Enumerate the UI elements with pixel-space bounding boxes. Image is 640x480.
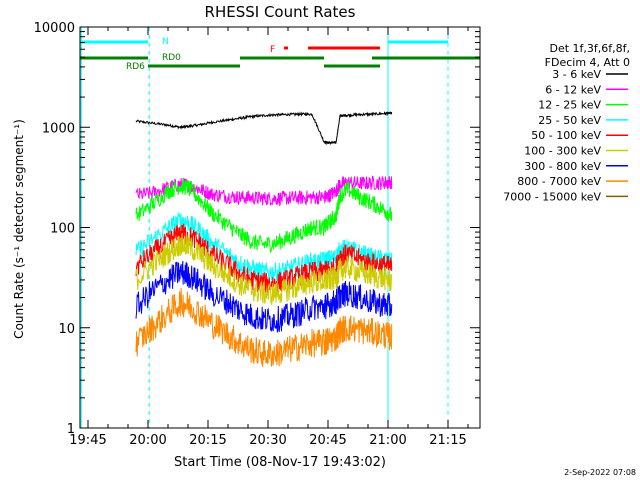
series-polyline bbox=[135, 260, 393, 333]
y-tick-label: 10000 bbox=[34, 21, 75, 36]
series-polyline bbox=[135, 175, 393, 207]
x-axis-label: Start Time (08-Nov-17 19:43:02) bbox=[174, 455, 386, 470]
plot-area: N RD0 RD6 F bbox=[80, 27, 480, 428]
y-tick-label: 100 bbox=[50, 222, 75, 237]
series-polyline bbox=[135, 178, 393, 253]
legend-header-line: FDecim 4, Att 0 bbox=[545, 56, 630, 69]
legend-label: 100 - 300 keV bbox=[524, 145, 601, 158]
series-line bbox=[135, 288, 393, 368]
axes: 19:45 20:00 20:15 20:30 20:45 21:00 21:15 1 10 10… bbox=[34, 21, 481, 448]
x-tick-label: 20:15 bbox=[189, 433, 226, 448]
series-line bbox=[135, 111, 393, 146]
y-tick-label: 10 bbox=[58, 322, 75, 337]
series-line bbox=[135, 175, 393, 207]
series-line bbox=[135, 232, 393, 305]
y-tick-label: 1 bbox=[67, 422, 75, 437]
annotation-label: RD6 bbox=[126, 62, 145, 72]
x-tick-label: 20:00 bbox=[129, 433, 166, 448]
annotation-label: F bbox=[270, 45, 275, 55]
series-line bbox=[135, 260, 393, 333]
series-polyline bbox=[135, 232, 393, 305]
x-tick-label: 21:00 bbox=[369, 433, 406, 448]
annotation-label: N bbox=[162, 37, 169, 47]
legend-label: 800 - 7000 keV bbox=[517, 175, 601, 188]
y-tick-label: 1000 bbox=[42, 121, 75, 136]
x-tick-label: 21:15 bbox=[429, 433, 466, 448]
plot-frame bbox=[79, 26, 481, 429]
legend: Det 1f,3f,6f,8f,FDecim 4, Att 03 - 6 keV… bbox=[503, 42, 630, 203]
annotation-label: RD0 bbox=[162, 53, 181, 63]
series-polyline bbox=[135, 288, 393, 368]
x-tick-label: 19:45 bbox=[69, 433, 106, 448]
series-polyline bbox=[135, 212, 393, 283]
y-axis-label: Count Rate (s⁻¹ detector segment⁻¹) bbox=[12, 119, 26, 339]
x-tick-label: 20:45 bbox=[309, 433, 346, 448]
legend-label: 25 - 50 keV bbox=[538, 114, 601, 127]
series-line bbox=[135, 178, 393, 253]
legend-label: 7000 - 15000 keV bbox=[503, 190, 601, 203]
legend-label: 300 - 800 keV bbox=[524, 160, 601, 173]
legend-header-line: Det 1f,3f,6f,8f, bbox=[549, 42, 630, 55]
series-line bbox=[135, 212, 393, 283]
legend-label: 6 - 12 keV bbox=[545, 83, 601, 96]
footer-date: 2-Sep-2022 07:08 bbox=[564, 468, 636, 477]
x-tick-label: 20:30 bbox=[249, 433, 286, 448]
chart-title: RHESSI Count Rates bbox=[205, 3, 356, 21]
legend-label: 3 - 6 keV bbox=[552, 68, 601, 81]
series-polyline bbox=[135, 111, 393, 146]
legend-label: 50 - 100 keV bbox=[531, 129, 601, 142]
legend-label: 12 - 25 keV bbox=[538, 99, 601, 112]
